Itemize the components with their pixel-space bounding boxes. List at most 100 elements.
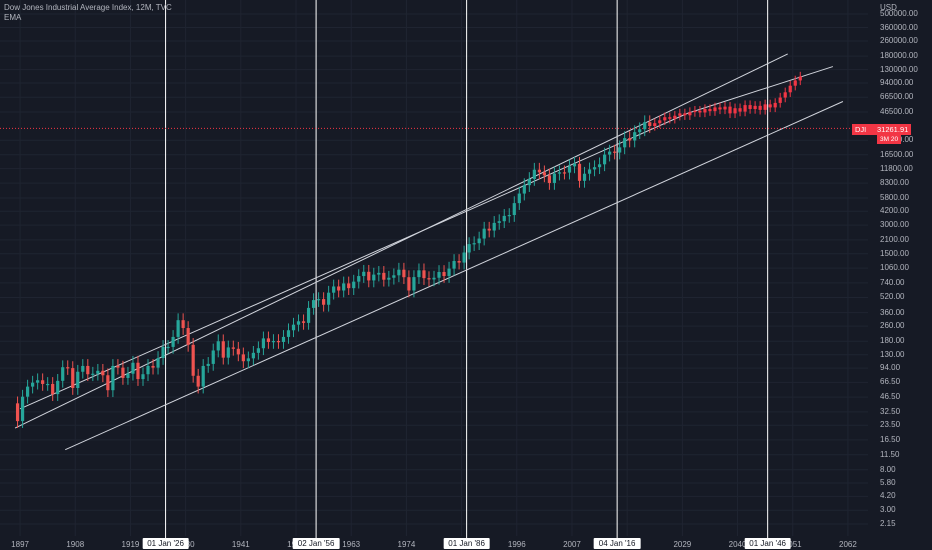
price-axis-label-34: 3.00: [880, 505, 896, 515]
projection-body-5: [678, 113, 682, 116]
candle-body-35: [191, 344, 195, 376]
price-axis-label-10: 11800.00: [880, 163, 913, 173]
time-axis-label-10: 2007: [563, 540, 581, 549]
candle-body-106: [547, 175, 551, 183]
candle-body-112: [577, 163, 582, 181]
candle-body-50: [266, 338, 271, 342]
projection-body-25: [778, 97, 782, 103]
candle-body-1: [20, 396, 25, 422]
candle-body-12: [76, 371, 80, 389]
projection-body-26: [783, 92, 787, 98]
candle-body-40: [216, 341, 220, 351]
candle-body-7: [51, 383, 55, 395]
candle-body-59: [311, 300, 316, 308]
candle-body-11: [71, 368, 75, 389]
candle-body-4: [36, 380, 40, 383]
candle-body-46: [246, 358, 250, 362]
candle-body-96: [497, 221, 501, 223]
channel-line-2: [19, 112, 688, 410]
candle-body-76: [397, 269, 401, 276]
time-axis-label-1: 1908: [66, 540, 85, 549]
candle-body-45: [241, 354, 245, 362]
candle-body-97: [502, 215, 506, 222]
projection-body-7: [688, 112, 692, 116]
candle-body-92: [477, 238, 481, 244]
projection-body-21: [758, 105, 762, 110]
candle-body-78: [407, 277, 411, 291]
projection-body-12: [713, 107, 717, 112]
candle-body-34: [186, 328, 190, 345]
candle-body-103: [532, 169, 536, 179]
projection-body-18: [743, 105, 747, 112]
price-axis-label-14: 3000.00: [880, 220, 909, 230]
price-axis-label-11: 8300.00: [880, 178, 909, 188]
currency-label[interactable]: USD: [880, 3, 897, 12]
candle-body-55: [291, 324, 296, 331]
price-axis-label-0: 500000.00: [880, 9, 918, 18]
price-axis-label-18: 740.00: [880, 277, 905, 287]
chart-grid: [0, 0, 868, 536]
candle-body-110: [567, 166, 572, 173]
price-axis-label-5: 94000.00: [880, 77, 914, 87]
candle-body-66: [347, 283, 351, 289]
candle-body-69: [362, 271, 366, 277]
price-axis-label-2: 260000.00: [880, 35, 918, 45]
candle-body-22: [126, 373, 130, 378]
candle-body-83: [432, 277, 436, 280]
candle-body-49: [261, 338, 266, 349]
price-axis-label-35: 2.15: [880, 519, 896, 528]
candle-body-51: [271, 341, 276, 343]
projection-body-4: [673, 115, 677, 119]
symbol-title[interactable]: Dow Jones Industrial Average Index, 12M,…: [4, 3, 172, 12]
time-axis-label-14: 2051: [783, 540, 802, 549]
projection-body-3: [668, 117, 672, 119]
candle-body-54: [286, 330, 291, 337]
projection-body-2: [663, 117, 667, 121]
price-axis-label-1: 360000.00: [880, 22, 918, 32]
price-axis-label-4: 130000.00: [880, 64, 918, 74]
price-axis-label-26: 46.50: [880, 392, 901, 402]
time-axis-label-13: 2040: [728, 540, 747, 549]
candle-body-13: [81, 365, 85, 372]
candle-body-64: [337, 286, 341, 291]
projection-body-6: [683, 113, 687, 116]
candle-body-117: [602, 154, 607, 165]
time-axis-label-6: 1963: [342, 540, 361, 549]
chart-legend: Dow Jones Industrial Average Index, 12M,…: [4, 3, 172, 23]
price-axis-label-17: 1060.00: [880, 263, 909, 273]
candle-body-32: [176, 320, 180, 337]
candle-body-28: [156, 358, 160, 368]
candle-body-47: [251, 352, 255, 359]
vertical-marker-label-4: 01 Jan '46: [744, 538, 791, 549]
candle-body-88: [457, 261, 461, 263]
candle-body-16: [96, 370, 100, 374]
candle-body-126: [648, 122, 652, 126]
price-axis-label-6: 66500.00: [880, 92, 914, 102]
candle-body-48: [256, 348, 260, 353]
projection-body-17: [738, 108, 742, 112]
candle-body-56: [296, 321, 301, 325]
candle-body-80: [417, 270, 421, 278]
candle-body-81: [422, 270, 426, 279]
candle-body-36: [196, 375, 200, 387]
candle-body-116: [597, 164, 602, 168]
candle-body-123: [633, 132, 637, 141]
candle-body-121: [623, 138, 627, 148]
candle-body-23: [131, 362, 135, 374]
indicator-label[interactable]: EMA: [4, 13, 22, 22]
price-axis-label-31: 8.00: [880, 464, 896, 474]
channel-line-3: [687, 66, 834, 114]
candle-body-99: [512, 203, 516, 216]
candle-body-5: [41, 380, 45, 384]
candle-body-72: [377, 272, 381, 275]
candle-body-2: [25, 386, 30, 397]
candle-body-15: [91, 373, 95, 375]
candle-body-6: [46, 383, 50, 386]
projection-body-16: [733, 108, 737, 114]
time-axis-label-9: 1996: [507, 540, 526, 549]
candle-body-111: [572, 163, 577, 167]
candle-body-91: [472, 243, 476, 245]
candle-body-68: [357, 276, 361, 282]
vertical-marker-label-0: 01 Jan '26: [142, 538, 189, 549]
